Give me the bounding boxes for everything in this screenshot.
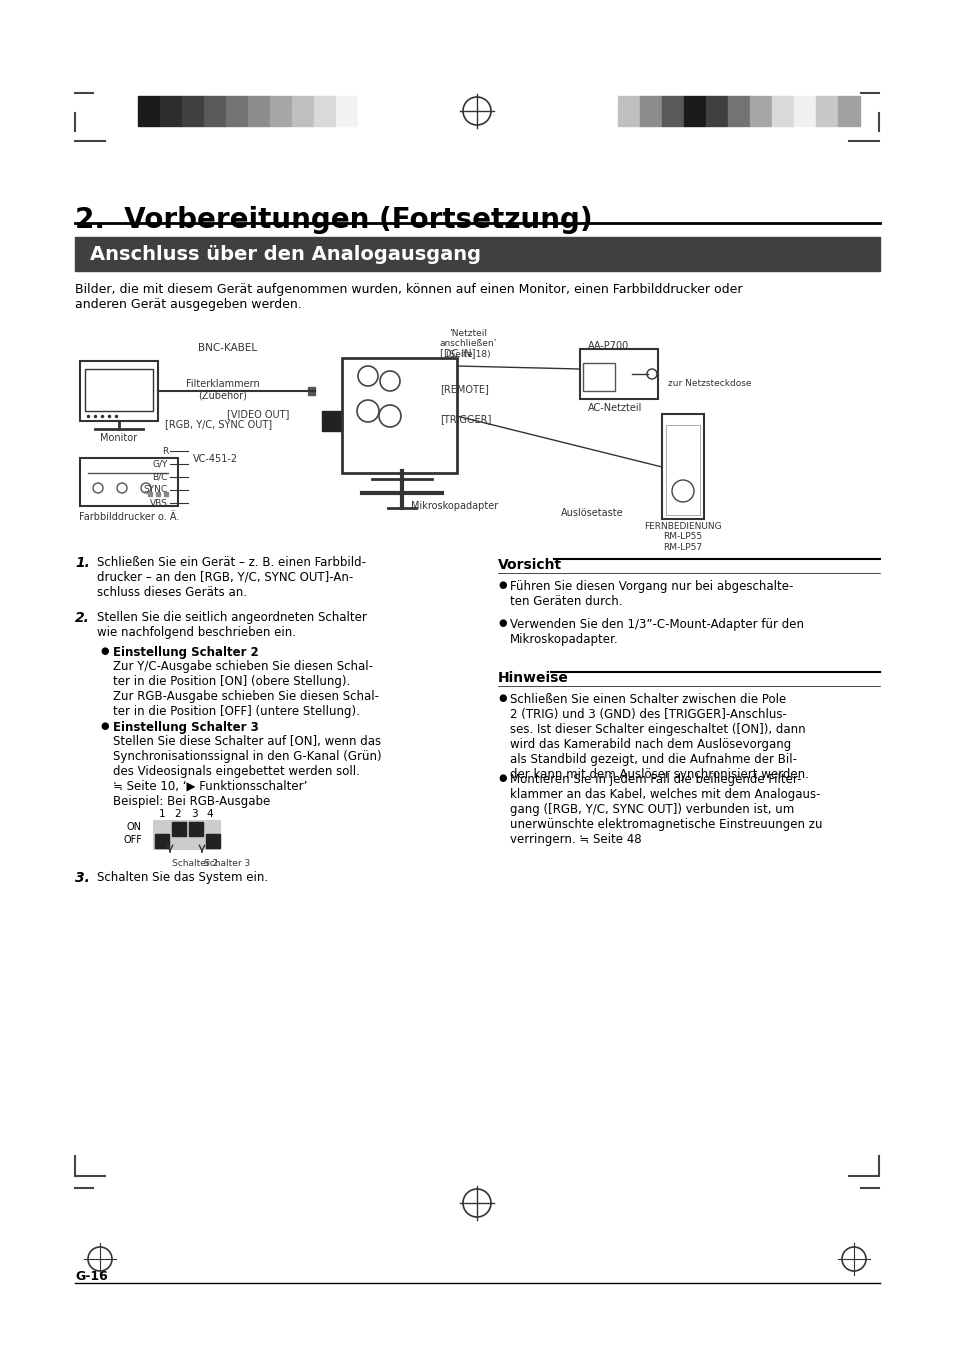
Bar <box>727 96 749 126</box>
Bar <box>75 236 879 272</box>
Bar <box>357 96 379 126</box>
Text: ●: ● <box>497 773 506 784</box>
Text: Einstellung Schalter 2: Einstellung Schalter 2 <box>112 646 258 659</box>
Text: Führen Sie diesen Vorgang nur bei abgeschalte-
ten Geräten durch.: Führen Sie diesen Vorgang nur bei abgesc… <box>510 580 793 608</box>
Text: Montieren Sie in jedem Fall die beiliegende Filter-
klammer an das Kabel, welche: Montieren Sie in jedem Fall die beiliege… <box>510 773 821 846</box>
Bar <box>683 96 705 126</box>
Bar <box>815 96 837 126</box>
Bar <box>270 96 292 126</box>
Text: AC-Netzteil: AC-Netzteil <box>587 403 641 413</box>
Text: ●: ● <box>497 617 506 628</box>
Bar <box>80 458 178 507</box>
Text: Mikroskopadapter: Mikroskopadapter <box>411 501 498 511</box>
Text: R: R <box>162 446 168 455</box>
Bar <box>154 834 169 848</box>
Text: Farbbilddrucker o. Ä.: Farbbilddrucker o. Ä. <box>79 512 179 521</box>
Text: G-16: G-16 <box>75 1270 108 1283</box>
Bar <box>160 96 182 126</box>
Bar <box>182 96 204 126</box>
Bar <box>771 96 793 126</box>
Bar <box>85 369 152 411</box>
Text: Schalter 2: Schalter 2 <box>172 859 218 867</box>
Text: [RGB, Y/C, SYNC OUT]: [RGB, Y/C, SYNC OUT] <box>165 419 272 430</box>
Bar <box>618 96 639 126</box>
Text: VBS: VBS <box>150 499 168 508</box>
Text: Filterklammern
(Zubehör): Filterklammern (Zubehör) <box>186 380 259 401</box>
Text: 4: 4 <box>207 809 213 819</box>
Bar <box>226 96 248 126</box>
Text: 3.: 3. <box>75 871 90 885</box>
Text: ●: ● <box>497 693 506 703</box>
Bar <box>582 363 615 390</box>
Bar <box>80 361 158 422</box>
Bar <box>341 358 456 473</box>
Bar <box>322 411 341 431</box>
Bar <box>153 821 220 848</box>
Text: ●: ● <box>100 721 109 731</box>
Text: [REMOTE]: [REMOTE] <box>439 384 488 394</box>
Text: 2.: 2. <box>75 611 90 626</box>
Text: ’Netzteil
anschließen’
(Seite 18): ’Netzteil anschließen’ (Seite 18) <box>438 330 497 359</box>
Text: ●: ● <box>100 646 109 657</box>
Bar <box>661 96 683 126</box>
Text: Zur Y/C-Ausgabe schieben Sie diesen Schal-
ter in die Position [ON] (obere Stell: Zur Y/C-Ausgabe schieben Sie diesen Scha… <box>112 661 378 717</box>
Bar <box>579 349 658 399</box>
Text: Schließen Sie einen Schalter zwischen die Pole
2 (TRIG) und 3 (GND) des [TRIGGER: Schließen Sie einen Schalter zwischen di… <box>510 693 808 781</box>
Bar <box>204 96 226 126</box>
Text: Stellen Sie die seitlich angeordneten Schalter
wie nachfolgend beschrieben ein.: Stellen Sie die seitlich angeordneten Sc… <box>97 611 367 639</box>
Text: Schließen Sie ein Gerät – z. B. einen Farbbild-
drucker – an den [RGB, Y/C, SYNC: Schließen Sie ein Gerät – z. B. einen Fa… <box>97 557 366 598</box>
Text: SYNC: SYNC <box>144 485 168 494</box>
Bar <box>206 834 220 848</box>
Text: Anschluss über den Analogausgang: Anschluss über den Analogausgang <box>90 245 480 263</box>
Bar <box>292 96 314 126</box>
Bar <box>639 96 661 126</box>
Text: Verwenden Sie den 1/3”-C-Mount-Adapter für den
Mikroskopadapter.: Verwenden Sie den 1/3”-C-Mount-Adapter f… <box>510 617 803 646</box>
Bar <box>705 96 727 126</box>
Text: OFF: OFF <box>123 835 142 844</box>
Bar <box>749 96 771 126</box>
Text: G/Y: G/Y <box>152 459 168 469</box>
Text: zur Netzsteckdose: zur Netzsteckdose <box>667 378 751 388</box>
Text: Auslösetaste: Auslösetaste <box>560 508 622 517</box>
Text: 1: 1 <box>158 809 165 819</box>
Text: Schalten Sie das System ein.: Schalten Sie das System ein. <box>97 871 268 884</box>
Text: 2.  Vorbereitungen (Fortsetzung): 2. Vorbereitungen (Fortsetzung) <box>75 205 592 234</box>
Text: 3: 3 <box>191 809 197 819</box>
Text: [VIDEO OUT]: [VIDEO OUT] <box>227 409 289 419</box>
Text: 1.: 1. <box>75 557 90 570</box>
Bar <box>837 96 859 126</box>
Bar <box>308 386 314 394</box>
Bar <box>172 821 186 836</box>
Bar <box>335 96 357 126</box>
Bar <box>661 413 703 519</box>
Text: ON: ON <box>127 821 142 832</box>
Text: Hinweise: Hinweise <box>497 671 568 685</box>
Text: [DC IN]: [DC IN] <box>439 349 475 358</box>
Text: Monitor: Monitor <box>100 434 137 443</box>
Text: Schalter 3: Schalter 3 <box>204 859 250 867</box>
Bar <box>138 96 160 126</box>
Text: 2: 2 <box>174 809 181 819</box>
Bar <box>189 821 203 836</box>
Bar <box>314 96 335 126</box>
Text: ●: ● <box>497 580 506 590</box>
Text: Bilder, die mit diesem Gerät aufgenommen wurden, können auf einen Monitor, einen: Bilder, die mit diesem Gerät aufgenommen… <box>75 282 741 311</box>
Bar <box>248 96 270 126</box>
Bar <box>665 426 700 515</box>
Text: Vorsicht: Vorsicht <box>497 558 561 571</box>
Text: BNC-KABEL: BNC-KABEL <box>198 343 257 353</box>
Text: Einstellung Schalter 3: Einstellung Schalter 3 <box>112 721 258 734</box>
Text: VC-451-2: VC-451-2 <box>193 454 237 463</box>
Text: [TRIGGER]: [TRIGGER] <box>439 413 491 424</box>
Text: FERNBEDIENUNG
RM-LP55
RM-LP57: FERNBEDIENUNG RM-LP55 RM-LP57 <box>643 521 721 551</box>
Bar <box>793 96 815 126</box>
Text: AA-P700: AA-P700 <box>587 340 629 351</box>
Text: B/C: B/C <box>152 473 168 481</box>
Text: Stellen Sie diese Schalter auf [ON], wenn das
Synchronisationssignal in den G-Ka: Stellen Sie diese Schalter auf [ON], wen… <box>112 735 381 808</box>
